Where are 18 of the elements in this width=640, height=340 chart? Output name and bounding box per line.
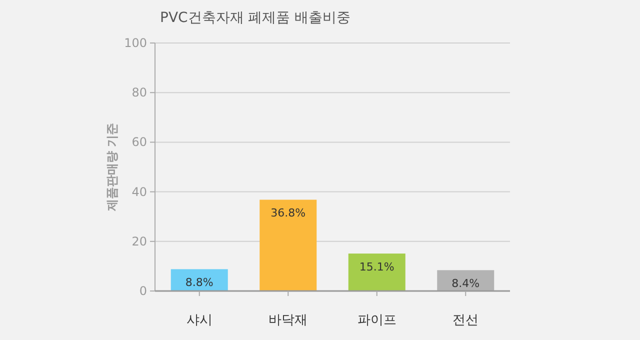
x-tick-label: 샤시 [186,313,212,328]
y-tick-label: 20 [132,234,147,248]
data-label: 8.4% [452,277,480,290]
y-tick-label: 0 [139,284,147,298]
data-label: 36.8% [270,206,306,220]
x-tick-label: 바닥재 [268,313,308,328]
chart-title: PVC건축자재 폐제품 배출비중 [160,10,351,26]
y-tick-label: 40 [132,184,147,199]
y-tick-label: 60 [132,135,147,150]
y-tick-label: 100 [124,36,147,50]
bar [260,200,317,291]
x-tick-label: 파이프 [357,313,396,328]
data-label: 8.8% [185,276,214,290]
bar [348,254,406,291]
y-axis-title: 제품판매량 기준 [105,122,119,212]
x-tick-label: 전선 [452,313,479,328]
y-tick-label: 80 [132,86,147,100]
data-label: 15.1% [359,260,394,274]
